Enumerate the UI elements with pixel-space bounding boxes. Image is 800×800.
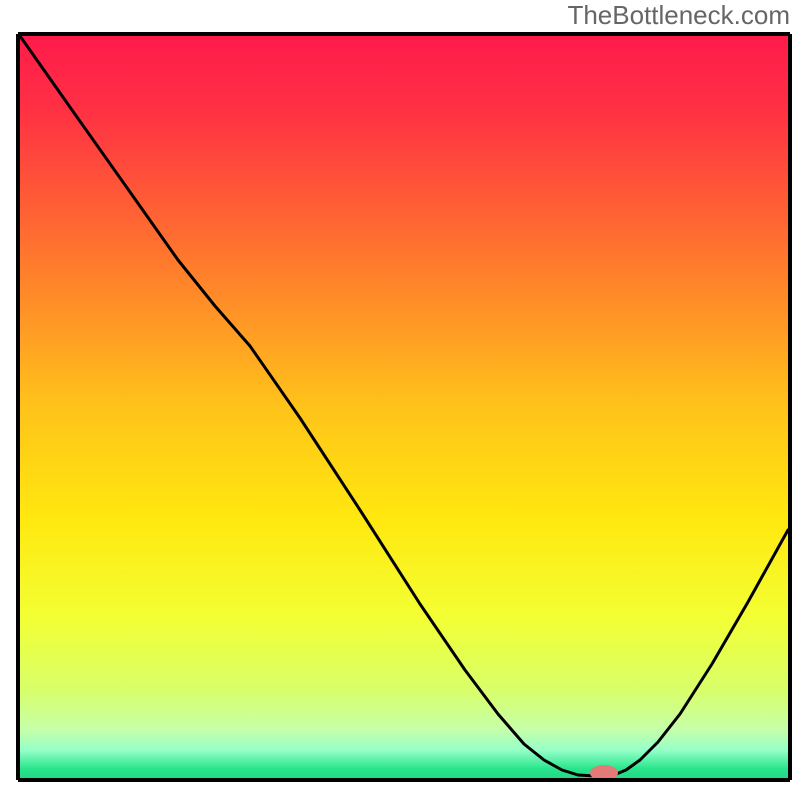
bottleneck-curve-chart: TheBottleneck.com (0, 0, 800, 800)
chart-container: TheBottleneck.com (0, 0, 800, 800)
plot-background (18, 34, 790, 780)
watermark-text: TheBottleneck.com (567, 0, 790, 30)
